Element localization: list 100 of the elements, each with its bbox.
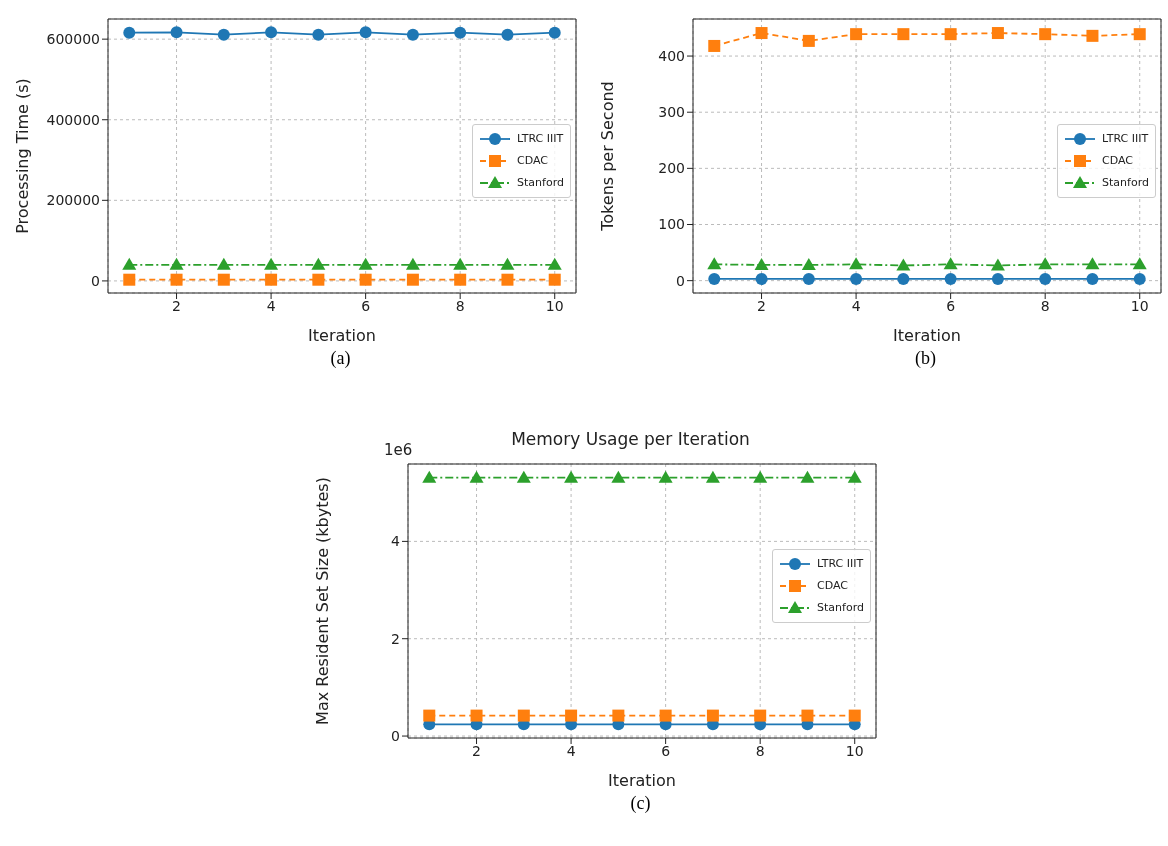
legend-label: LTRC IIIT — [517, 132, 564, 146]
point — [802, 272, 815, 285]
x-tick-label: 10 — [845, 742, 864, 759]
point — [800, 470, 815, 483]
point — [265, 26, 278, 39]
text: (c) — [629, 793, 652, 814]
point — [501, 28, 514, 41]
point — [611, 470, 626, 483]
x-tick-label: 4 — [566, 742, 576, 759]
legend-label: CDAC — [1102, 154, 1134, 168]
y-axis-title: Tokens per Second — [597, 81, 617, 232]
point — [850, 28, 863, 41]
point — [706, 709, 719, 722]
legend-label: Stanford — [1102, 176, 1149, 190]
point — [850, 272, 863, 285]
point — [754, 709, 767, 722]
point — [659, 709, 672, 722]
legend-label: LTRC IIIT — [1102, 132, 1149, 146]
point — [801, 709, 814, 722]
x-tick-label: 8 — [755, 742, 765, 759]
y-axis-title: Processing Time (s) — [12, 78, 32, 234]
point — [991, 272, 1004, 285]
point — [708, 272, 721, 285]
x-axis-title: Iteration — [308, 326, 376, 345]
x-tick-label: 8 — [455, 297, 465, 314]
point — [547, 257, 562, 270]
y-tick-label: 0 — [91, 272, 100, 289]
y-tick-label: 4 — [391, 533, 401, 550]
point — [565, 709, 578, 722]
point — [170, 26, 183, 39]
point — [1086, 29, 1099, 42]
point — [705, 470, 720, 483]
point — [754, 257, 769, 270]
point — [1085, 257, 1100, 270]
point — [1039, 272, 1052, 285]
x-tick-label: 8 — [1040, 297, 1050, 314]
point — [516, 470, 531, 483]
point — [897, 272, 910, 285]
point — [658, 470, 673, 483]
point — [708, 39, 721, 52]
point — [1133, 272, 1146, 285]
x-axis-title: Iteration — [608, 771, 676, 790]
point — [170, 273, 183, 286]
point — [848, 709, 861, 722]
y-tick-label: 0 — [676, 272, 685, 289]
point — [265, 273, 278, 286]
point — [1038, 257, 1053, 270]
point — [548, 26, 561, 39]
point — [990, 258, 1005, 271]
point — [217, 273, 230, 286]
point — [264, 257, 279, 270]
y-tick-label: 300 — [658, 104, 685, 121]
point — [548, 273, 561, 286]
y-tick-label: 400000 — [46, 111, 100, 128]
point — [1086, 272, 1099, 285]
point — [123, 273, 136, 286]
x-tick-label: 4 — [851, 297, 861, 314]
x-tick-label: 4 — [266, 297, 276, 314]
point — [707, 257, 722, 270]
point — [312, 28, 325, 41]
point — [454, 273, 467, 286]
text: 1e6 — [384, 441, 413, 459]
x-tick-label: 10 — [1130, 297, 1149, 314]
legend-label: Stanford — [517, 176, 564, 190]
chart-title: Memory Usage per Iteration — [511, 429, 750, 449]
point — [943, 257, 958, 270]
point — [944, 28, 957, 41]
x-tick-label: 2 — [472, 742, 482, 759]
text: (b) — [914, 348, 937, 369]
point — [517, 709, 530, 722]
text: (a) — [329, 348, 352, 369]
y-axis-title: Max Resident Set Size (kbytes) — [312, 477, 332, 725]
point — [991, 27, 1004, 40]
point — [802, 34, 815, 47]
x-tick-label: 6 — [946, 297, 956, 314]
point — [406, 273, 419, 286]
point — [469, 470, 484, 483]
point — [896, 258, 911, 271]
x-tick-label: 10 — [545, 297, 564, 314]
point — [801, 257, 816, 270]
x-tick-label: 6 — [661, 742, 671, 759]
point — [123, 26, 136, 39]
point — [359, 273, 372, 286]
point — [217, 28, 230, 41]
point — [216, 257, 231, 270]
y-tick-label: 400 — [658, 48, 685, 65]
x-tick-label: 2 — [172, 297, 182, 314]
point — [311, 257, 326, 270]
legend-label: CDAC — [517, 154, 549, 168]
point — [423, 709, 436, 722]
legend-label: CDAC — [817, 579, 849, 593]
point — [564, 470, 579, 483]
point — [755, 27, 768, 40]
point — [169, 257, 184, 270]
point — [944, 272, 957, 285]
point — [1132, 257, 1147, 270]
x-axis-title: Iteration — [893, 326, 961, 345]
point — [454, 26, 467, 39]
y-tick-label: 2 — [391, 630, 400, 647]
point — [358, 257, 373, 270]
